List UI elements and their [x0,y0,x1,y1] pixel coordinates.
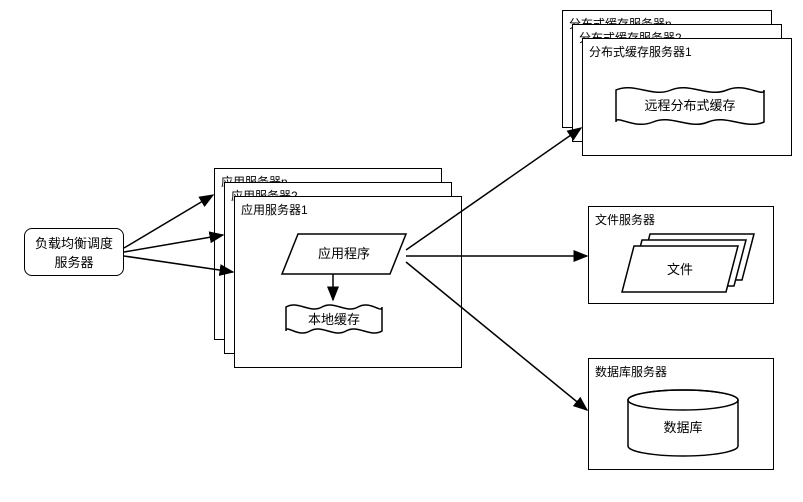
file-server-title: 文件服务器 [595,213,655,227]
app-server-1: 应用服务器1 [234,196,462,368]
app-server-1-title: 应用服务器1 [241,203,308,217]
arrow-lb-to-app-2 [124,235,223,252]
db-server: 数据库服务器 [588,358,774,470]
load-balancer-label: 负载均衡调度 服务器 [35,233,113,271]
file-server: 文件服务器 [588,206,774,304]
cache-server-1: 分布式缓存服务器1 [582,38,792,156]
load-balancer-node: 负载均衡调度 服务器 [24,228,124,276]
db-server-title: 数据库服务器 [595,365,667,379]
arrow-lb-to-app-n [124,195,213,248]
cache-server-1-title: 分布式缓存服务器1 [589,45,692,59]
